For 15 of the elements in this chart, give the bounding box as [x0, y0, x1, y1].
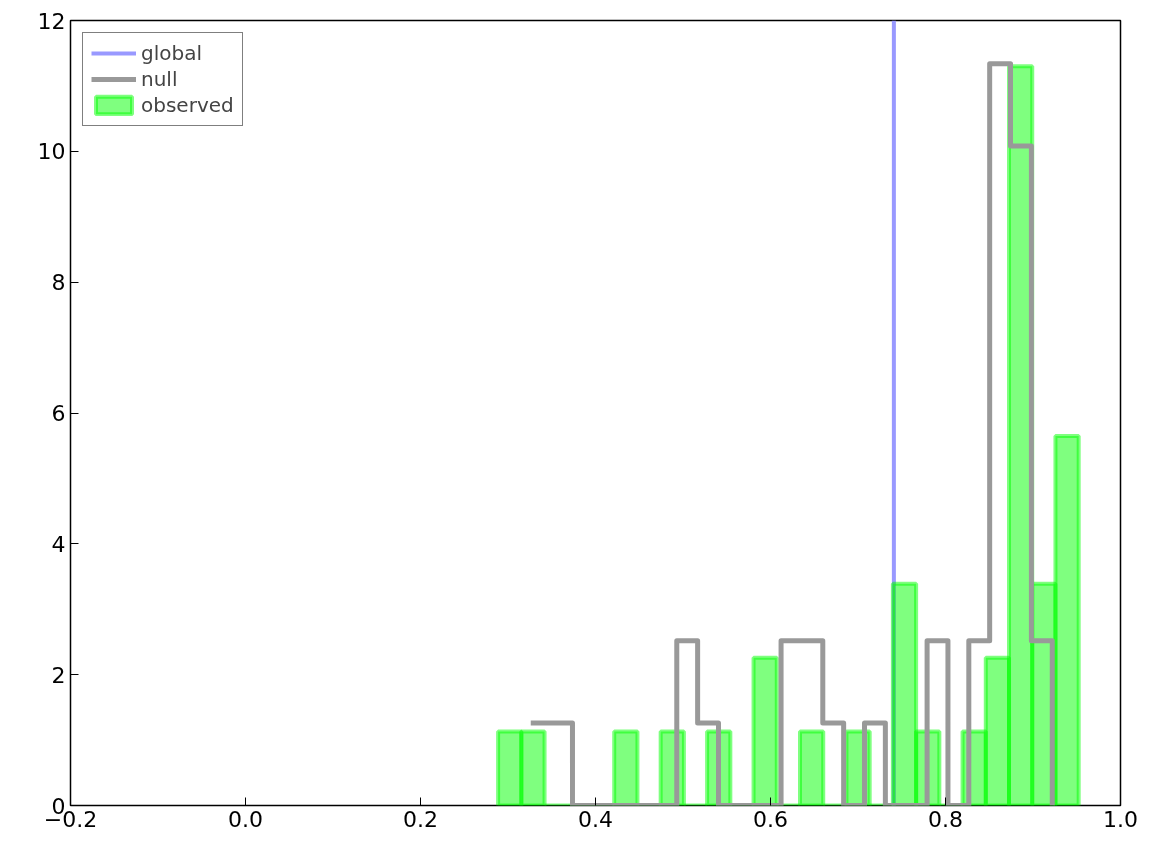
y-tick-label: 2 — [51, 662, 66, 688]
x-tick-label: 0.0 — [228, 806, 264, 832]
legend-label: global — [141, 41, 202, 65]
y-tick-label: 8 — [51, 270, 66, 296]
legend-label: observed — [141, 93, 234, 117]
legend-label: null — [141, 67, 178, 91]
y-tick-label: 12 — [37, 8, 66, 34]
y-tick-label: 10 — [37, 139, 66, 165]
y-tick-label: 6 — [51, 401, 66, 426]
x-tick-label: 0.4 — [578, 806, 614, 832]
y-tick-label: 4 — [51, 531, 66, 557]
x-tick-label: 0.6 — [753, 806, 789, 832]
x-tick-label: 1.0 — [1103, 806, 1139, 832]
x-tick-label: 0.8 — [928, 806, 964, 832]
x-tick-label: 0.2 — [403, 806, 439, 832]
